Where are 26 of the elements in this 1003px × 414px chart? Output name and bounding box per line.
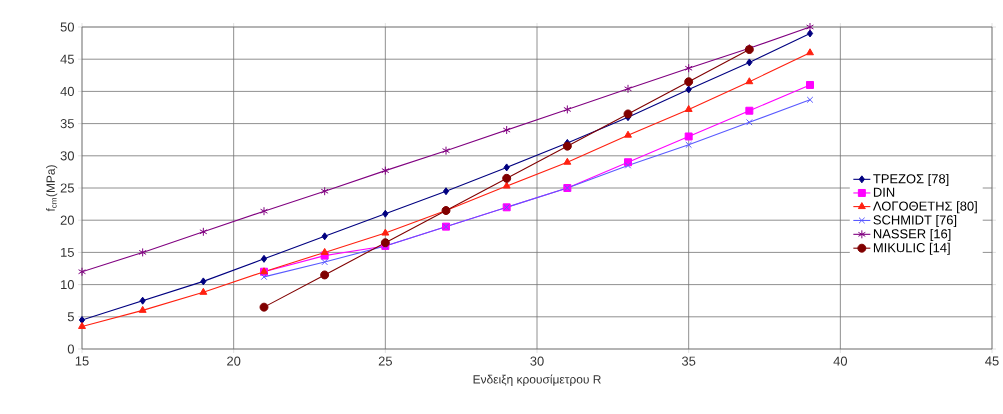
x-tick-label: 45	[985, 356, 999, 366]
y-tick-label: 30	[60, 151, 74, 161]
y-tick-label: 10	[61, 280, 74, 290]
x-tick-label: 40	[833, 356, 848, 366]
legend-label: NASSER [16]	[873, 228, 951, 241]
x-tick-label: 30	[530, 356, 544, 366]
y-axis-title: f$_{cm}$(MPa)	[46, 165, 58, 212]
legend-label: SCHMIDT [76]	[873, 215, 957, 228]
y-tick-label: 50	[60, 22, 74, 32]
y-tick-label: 5	[67, 312, 74, 322]
y-tick-label: 40	[60, 86, 74, 96]
x-axis-title: Ενδειξη κρουσίμετρου R	[473, 374, 601, 386]
x-tick-label: 20	[227, 356, 241, 366]
y-tick-label: 20	[60, 215, 74, 225]
x-tick-label: 35	[681, 356, 696, 366]
legend-label: ΤΡΕΖΟΣ [78]	[873, 173, 949, 186]
y-tick-label: 0	[67, 344, 74, 354]
legend-label: MIKULIC [14]	[873, 242, 950, 255]
y-tick-label: 35	[60, 119, 74, 129]
y-tick-label: 15	[61, 247, 74, 257]
y-tick-label: 45	[60, 54, 74, 64]
x-tick-label: 15	[75, 356, 89, 366]
y-tick-label: 25	[60, 183, 74, 193]
legend-label: DIN	[873, 187, 895, 197]
legend-label: ΛΟΓΟΘΕΤΗΣ [80]	[872, 201, 977, 214]
x-tick-label: 25	[378, 356, 392, 366]
